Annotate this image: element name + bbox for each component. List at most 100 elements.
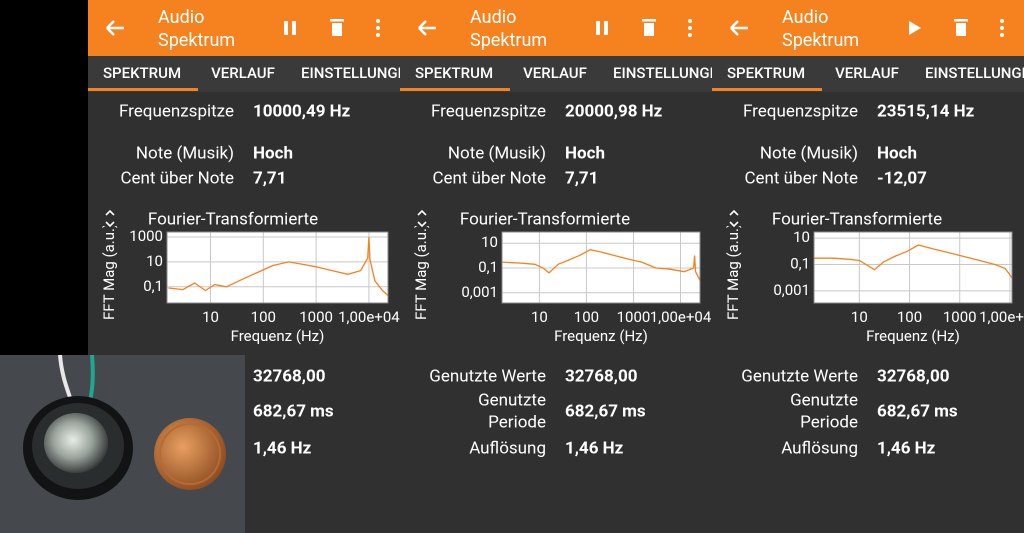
chart-title: Fourier-Transformierte bbox=[148, 209, 318, 229]
row-label: Cent über Note bbox=[744, 168, 858, 188]
pause-button[interactable] bbox=[284, 21, 296, 35]
row-value: 20000,98 Hz bbox=[565, 101, 663, 121]
x-tick-label: 10 bbox=[851, 308, 868, 326]
stat-value: 32768,00 bbox=[877, 366, 949, 386]
menu-button[interactable] bbox=[1000, 19, 1004, 37]
tab[interactable]: VERLAUF bbox=[523, 64, 587, 82]
x-tick-label: 100 bbox=[897, 308, 922, 326]
app-bar bbox=[400, 0, 712, 56]
app-title: Spektrum bbox=[470, 30, 547, 51]
row-value: 7,71 bbox=[565, 168, 598, 188]
x-tick-label: 1,00e+04 bbox=[979, 308, 1024, 326]
scroll-icon bbox=[105, 209, 115, 228]
stat-label: Genutzte Werte bbox=[429, 366, 546, 386]
stat-label: Periode bbox=[488, 412, 546, 432]
play-button[interactable] bbox=[909, 21, 921, 35]
y-label-clip: FFT Mag (a.u.) bbox=[412, 223, 430, 320]
plot-frame bbox=[813, 231, 1013, 304]
y-tick-label: 0,001 bbox=[461, 283, 498, 301]
y-label-clip: FFT Mag (a.u.) bbox=[100, 223, 118, 320]
app-title: Spektrum bbox=[158, 30, 235, 51]
tab[interactable]: SPEKTRUM bbox=[727, 64, 805, 82]
row-label: Note (Musik) bbox=[136, 143, 234, 163]
tab[interactable]: SPEKTRUM bbox=[103, 64, 181, 82]
app-bar bbox=[88, 0, 400, 56]
tab[interactable]: EINSTELLUNGEN bbox=[301, 64, 417, 82]
stat-value: 32768,00 bbox=[253, 366, 325, 386]
scroll-icon bbox=[729, 209, 739, 228]
pause-button[interactable] bbox=[596, 21, 608, 35]
trash-body bbox=[332, 23, 342, 36]
stat-value: 682,67 ms bbox=[877, 401, 958, 421]
tab-indicator bbox=[712, 88, 822, 91]
plot-area bbox=[167, 232, 388, 303]
stat-value: 682,67 ms bbox=[565, 401, 646, 421]
stat-label: Periode bbox=[800, 412, 858, 432]
chevrons bbox=[417, 209, 427, 228]
trash-body bbox=[956, 23, 966, 36]
trash-lid bbox=[954, 19, 968, 22]
row-value: 23515,14 Hz bbox=[877, 101, 975, 121]
y-axis-label: FFT Mag (a.u.) bbox=[100, 223, 118, 320]
delete-button[interactable] bbox=[954, 19, 968, 36]
menu-dot bbox=[1000, 33, 1004, 37]
stat-value: 32768,00 bbox=[565, 366, 637, 386]
delete-button[interactable] bbox=[330, 19, 344, 36]
tab[interactable]: EINSTELLUNGEN bbox=[925, 64, 1024, 82]
app-title: Audio bbox=[782, 7, 828, 28]
x-tick-label: 100 bbox=[574, 308, 599, 326]
stat-label: Auflösung bbox=[781, 438, 858, 458]
spectrum-line bbox=[814, 244, 1013, 279]
tab-bar bbox=[400, 56, 712, 92]
chevrons bbox=[105, 209, 115, 228]
tab[interactable]: VERLAUF bbox=[211, 64, 275, 82]
x-tick-label: 10 bbox=[202, 308, 219, 326]
row-label: Note (Musik) bbox=[760, 143, 858, 163]
menu-dot bbox=[688, 26, 692, 30]
x-axis-label: Frequenz (Hz) bbox=[231, 327, 325, 345]
x-tick-label: 1000 bbox=[943, 308, 977, 326]
stat-label: Genutzte Werte bbox=[741, 366, 858, 386]
menu-button[interactable] bbox=[376, 19, 380, 37]
row-label: Cent über Note bbox=[432, 168, 546, 188]
x-tick-label: 1000 bbox=[299, 308, 333, 326]
y-tick-label: 0,1 bbox=[478, 258, 498, 276]
y-label-clip: FFT Mag (a.u.) bbox=[724, 226, 742, 320]
tab-indicator bbox=[400, 88, 510, 91]
plot-frame bbox=[501, 231, 701, 304]
y-axis-label: FFT Mag (a.u.) bbox=[412, 223, 430, 320]
app-title: Spektrum bbox=[782, 30, 859, 51]
y-tick-label: 10 bbox=[146, 252, 163, 270]
menu-dot bbox=[688, 33, 692, 37]
chart-title: Fourier-Transformierte bbox=[460, 209, 630, 229]
stat-label: Genutzte bbox=[790, 390, 858, 410]
menu-button[interactable] bbox=[688, 19, 692, 37]
tab[interactable]: VERLAUF bbox=[835, 64, 899, 82]
menu-dot bbox=[376, 19, 380, 23]
y-tick-label: 0,1 bbox=[143, 277, 163, 295]
menu-dot bbox=[1000, 19, 1004, 23]
stat-value: 1,46 Hz bbox=[253, 438, 312, 458]
row-value: 10000,49 Hz bbox=[253, 101, 351, 121]
app-bar bbox=[712, 0, 1024, 56]
tab[interactable]: EINSTELLUNGEN bbox=[613, 64, 729, 82]
back-button[interactable] bbox=[730, 20, 748, 36]
row-label: Note (Musik) bbox=[448, 143, 546, 163]
y-tick-label: 0,1 bbox=[790, 254, 810, 272]
tab[interactable]: SPEKTRUM bbox=[415, 64, 493, 82]
row-value: 7,71 bbox=[253, 168, 286, 188]
row-label: Frequenzspitze bbox=[431, 101, 546, 121]
stat-value: 1,46 Hz bbox=[877, 438, 936, 458]
photo bbox=[0, 354, 245, 533]
back-button[interactable] bbox=[106, 20, 124, 36]
delete-button[interactable] bbox=[642, 19, 656, 36]
back-button[interactable] bbox=[418, 20, 436, 36]
row-value: Hoch bbox=[565, 143, 605, 163]
pause-bar bbox=[284, 21, 288, 35]
row-value: -12,07 bbox=[877, 168, 927, 188]
row-value: Hoch bbox=[253, 143, 293, 163]
chevrons bbox=[729, 209, 739, 228]
